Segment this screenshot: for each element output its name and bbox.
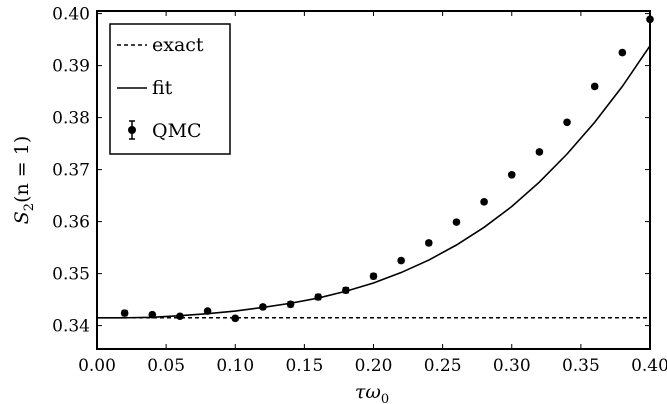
qmc-point	[618, 48, 627, 57]
x-tick-label: 0.25	[424, 356, 462, 376]
qmc-point	[286, 300, 295, 309]
fit-line-group	[97, 45, 651, 319]
x-axis-label: τω0	[355, 381, 389, 404]
y-tick-label: 0.36	[52, 213, 90, 233]
y-tick-label: 0.38	[52, 109, 90, 129]
qmc-marker	[286, 300, 295, 309]
qmc-marker	[563, 118, 571, 127]
qmc-marker	[231, 314, 240, 323]
y-tick-label: 0.34	[52, 317, 90, 337]
x-tick-label: 0.35	[562, 356, 600, 376]
qmc-marker	[203, 307, 212, 315]
qmc-point	[176, 312, 184, 321]
qmc-marker	[369, 272, 378, 281]
qmc-marker	[618, 48, 627, 57]
axis-ticks: 0.00 0.05 0.10 0.15 0.20 0.25 0.30 0.35 0.40 0.34…	[52, 5, 667, 376]
qmc-point	[120, 309, 129, 317]
qmc-marker	[452, 218, 461, 226]
x-tick-label: 0.15	[285, 356, 323, 376]
qmc-point	[563, 118, 571, 127]
qmc-marker	[176, 312, 184, 321]
qmc-point	[369, 272, 378, 281]
qmc-point	[590, 82, 599, 91]
qmc-point	[425, 239, 433, 247]
qmc-point	[507, 171, 516, 179]
qmc-point	[646, 15, 654, 24]
y-tick-label: 0.40	[52, 5, 90, 25]
qmc-marker	[425, 239, 433, 247]
qmc-points-group	[120, 15, 654, 323]
qmc-point	[148, 310, 157, 319]
x-tick-label: 0.05	[147, 356, 185, 376]
x-tick-label: 0.00	[78, 356, 116, 376]
x-tick-label: 0.20	[355, 356, 393, 376]
y-axis-label: S2(n = 1)	[11, 136, 37, 224]
qmc-point	[452, 218, 461, 226]
x-tick-label: 0.40	[631, 356, 667, 376]
y-tick-label: 0.35	[52, 265, 90, 285]
legend-fit-label: fit	[152, 77, 173, 99]
x-tick-label: 0.10	[216, 356, 254, 376]
legend-exact-label: exact	[152, 34, 204, 56]
qmc-marker	[342, 286, 350, 295]
qmc-marker	[480, 198, 488, 206]
qmc-point	[231, 314, 240, 323]
legend-qmc-marker	[128, 126, 136, 134]
qmc-marker	[590, 82, 599, 91]
qmc-point	[535, 148, 544, 156]
qmc-marker	[646, 15, 654, 24]
qmc-point	[480, 198, 488, 206]
y-tick-label: 0.37	[52, 161, 90, 181]
legend-qmc-label: QMC	[152, 120, 202, 142]
fit-line	[97, 45, 651, 319]
qmc-point	[342, 286, 350, 295]
qmc-marker	[314, 293, 323, 301]
qmc-point	[397, 256, 405, 265]
qmc-point	[314, 293, 323, 301]
qmc-marker	[148, 310, 157, 319]
qmc-point	[259, 303, 267, 311]
qmc-marker	[259, 303, 267, 311]
qmc-marker	[535, 148, 544, 156]
x-tick-label: 0.30	[493, 356, 531, 376]
y-tick-label: 0.39	[52, 57, 90, 77]
legend: exact fit QMC	[109, 23, 231, 155]
qmc-marker	[397, 256, 405, 265]
qmc-marker	[507, 171, 516, 179]
qmc-point	[203, 307, 212, 315]
qmc-marker	[120, 309, 129, 317]
